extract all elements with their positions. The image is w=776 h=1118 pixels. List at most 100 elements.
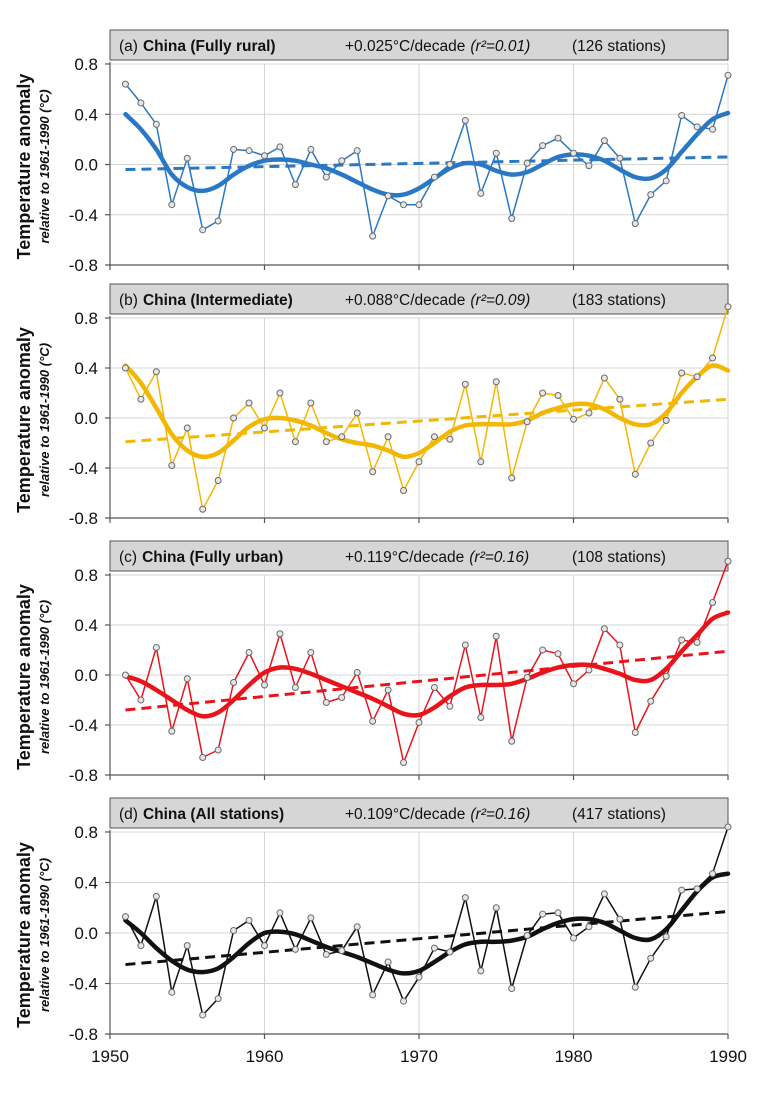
data-point — [230, 926, 238, 934]
station-count: (126 stations) — [572, 38, 666, 55]
data-point — [461, 117, 469, 125]
data-point — [492, 632, 500, 640]
y-tick-label: 0.8 — [74, 566, 98, 585]
data-point — [461, 380, 469, 388]
data-point — [461, 894, 469, 902]
data-point — [477, 967, 485, 975]
data-point — [647, 439, 655, 447]
data-point — [446, 948, 454, 956]
data-point — [678, 369, 686, 377]
data-point — [508, 474, 516, 482]
data-point — [384, 192, 392, 200]
data-point — [492, 378, 500, 386]
y-tick-label: 0.0 — [74, 924, 98, 943]
x-tick-label: 1980 — [555, 1047, 593, 1066]
data-point — [693, 885, 701, 893]
panel-title-bar — [109, 540, 729, 572]
y-tick-label: -0.8 — [69, 256, 98, 275]
data-point — [168, 727, 176, 735]
data-point — [554, 650, 562, 658]
data-point — [523, 932, 531, 940]
data-point — [539, 142, 547, 150]
data-point — [430, 173, 438, 181]
r-squared: (r²=0.16) — [470, 806, 530, 823]
data-point — [400, 997, 408, 1005]
data-point — [322, 173, 330, 181]
y-tick-label: 0.4 — [74, 874, 98, 893]
data-point — [508, 215, 516, 223]
data-point — [616, 154, 624, 162]
data-point — [121, 364, 129, 372]
data-point — [600, 374, 608, 382]
panel-id: (a) — [119, 38, 138, 55]
data-point — [245, 916, 253, 924]
y-axis-label: Temperature anomaly — [14, 74, 34, 260]
data-point — [523, 674, 531, 681]
smoothed-curve — [123, 871, 731, 976]
data-point — [492, 904, 500, 912]
trend-rate: +0.119°C/decade — [345, 549, 464, 566]
data-point — [291, 684, 299, 691]
data-point — [276, 143, 284, 151]
panel-title-bar — [109, 283, 729, 315]
data-point — [137, 942, 145, 950]
panel-trend: +0.025°C/decade (r²=0.01) — [345, 38, 530, 55]
data-point — [662, 177, 670, 185]
data-point — [199, 754, 207, 761]
data-point — [261, 681, 268, 689]
data-point — [137, 696, 145, 704]
data-point — [152, 120, 160, 128]
chart-panel: -0.8 -0.4 0.0 0.4 0.8 (d) China (All stations)… — [14, 797, 732, 1044]
panel-title: (d) China (All stations) — [119, 806, 284, 823]
data-point — [307, 649, 315, 656]
data-point — [307, 914, 315, 922]
data-point — [678, 886, 686, 894]
trend-line — [125, 649, 729, 712]
y-axis-label: Temperature anomaly — [14, 327, 34, 513]
x-tick-label: 1960 — [246, 1047, 284, 1066]
x-tick-label: 1950 — [91, 1047, 129, 1066]
data-point — [338, 947, 346, 955]
panel-name: China (Fully urban) — [142, 549, 283, 566]
chart-panel: -0.8 -0.4 0.0 0.4 0.8 (a) China (Fully rural) +… — [14, 29, 732, 275]
data-point — [539, 389, 547, 397]
data-point — [662, 933, 670, 941]
station-count: (183 stations) — [572, 292, 666, 309]
data-point — [400, 487, 408, 494]
data-point — [152, 368, 160, 376]
data-point — [400, 201, 408, 209]
data-point — [152, 644, 160, 651]
data-point — [230, 679, 238, 686]
data-point — [291, 181, 299, 189]
data-point — [616, 395, 624, 403]
data-point — [430, 944, 438, 952]
data-point — [214, 746, 222, 754]
r-squared: (r²=0.01) — [470, 38, 530, 55]
data-point — [585, 923, 593, 931]
data-point — [508, 985, 516, 993]
data-point — [276, 389, 284, 397]
data-point — [631, 470, 639, 478]
y-tick-label: -0.4 — [69, 206, 98, 225]
data-point — [570, 149, 577, 157]
data-point — [554, 909, 562, 917]
y-tick-label: -0.8 — [69, 509, 98, 528]
data-point — [647, 954, 655, 962]
data-point — [291, 438, 299, 446]
data-point — [477, 714, 485, 721]
data-point — [199, 505, 207, 513]
data-point — [446, 161, 454, 168]
y-tick-label: -0.8 — [69, 1025, 98, 1044]
data-point — [245, 649, 253, 656]
y-tick-label: -0.4 — [69, 975, 98, 994]
chart-panel: -0.8 -0.4 0.0 0.4 0.8 (b) China (Intermediate)… — [14, 283, 732, 528]
panel-trend: +0.088°C/decade (r²=0.09) — [345, 292, 530, 309]
data-point — [430, 433, 438, 441]
data-point — [693, 373, 701, 381]
panel-title: (a) China (Fully rural) — [119, 38, 276, 55]
station-count: (108 stations) — [572, 549, 666, 566]
y-axis-sublabel: relative to 1961-1990 (°C) — [37, 89, 52, 243]
data-point — [261, 942, 268, 950]
annual-series-line — [124, 75, 729, 237]
